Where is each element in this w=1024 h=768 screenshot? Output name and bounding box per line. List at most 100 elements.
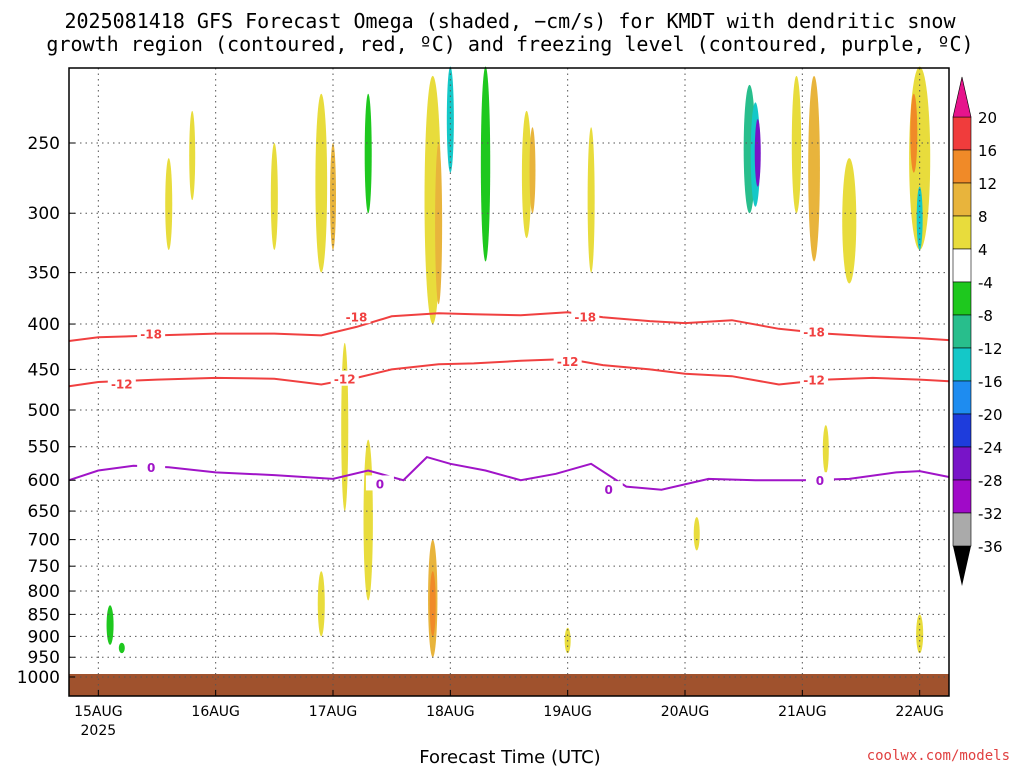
colorbar-label: -4	[978, 274, 993, 292]
x-tick-label: 16AUG	[191, 704, 240, 720]
omega-patch	[521, 110, 532, 239]
omega-patch	[791, 75, 802, 214]
y-tick-label: 450	[28, 360, 60, 380]
omega-patch	[317, 571, 325, 637]
colorbar-swatch	[952, 380, 972, 415]
contour-label: 0	[605, 483, 613, 497]
colorbar-label: -12	[978, 340, 1003, 358]
omega-patch	[330, 143, 336, 250]
colorbar-swatch	[952, 347, 972, 382]
y-tick-label: 650	[28, 502, 60, 522]
colorbar-bottom-arrow	[953, 546, 971, 586]
omega-patch	[364, 93, 372, 214]
contour-label: -12	[557, 355, 579, 369]
x-year-label: 2025	[81, 723, 117, 739]
y-tick-label: 350	[28, 264, 60, 284]
colorbar-label: -20	[978, 406, 1003, 424]
omega-patch	[363, 439, 373, 601]
y-axis-pressure: 2503003504004505005506006507007508008509…	[17, 134, 75, 688]
colorbar-label: 16	[978, 142, 997, 160]
x-tick-label: 18AUG	[426, 704, 475, 720]
omega-patch	[842, 158, 857, 284]
x-tick-label: 15AUG	[74, 704, 123, 720]
contour-label-bg	[594, 481, 623, 497]
colorbar-swatch	[952, 215, 972, 250]
colorbar-label: -16	[978, 373, 1003, 391]
contour-label: -18	[574, 310, 596, 324]
omega-patch	[916, 614, 924, 654]
contour-label: -12	[334, 373, 356, 387]
omega-patch	[693, 516, 700, 551]
y-tick-label: 950	[28, 648, 60, 668]
omega-patch	[341, 342, 349, 512]
x-axis-label: Forecast Time (UTC)	[419, 747, 600, 768]
colorbar-swatch	[952, 512, 972, 547]
colorbar-top-arrow	[952, 76, 972, 118]
contour-label-bg	[137, 459, 166, 475]
x-tick-label: 19AUG	[543, 704, 592, 720]
x-axis-time: 15AUG 16AUG 17AUG 18AUG 19AUG 20AUG 21AUG 22AUG…	[74, 690, 944, 739]
colorbar-label: 20	[978, 109, 997, 127]
y-tick-label: 500	[28, 401, 60, 421]
omega-patch	[910, 93, 918, 173]
contour-label: -18	[803, 326, 825, 340]
colorbar-swatch	[952, 281, 972, 316]
colorbar-label: -24	[978, 439, 1003, 457]
omega-patch	[165, 158, 173, 250]
omega-patch	[429, 571, 436, 637]
omega-patch	[808, 75, 820, 262]
ground-fill	[69, 674, 949, 696]
chart-title-line1: 2025081418 GFS Forecast Omega (shaded, −…	[64, 9, 956, 33]
y-tick-label: 700	[28, 531, 60, 551]
omega-patch	[916, 186, 923, 250]
omega-patch	[435, 143, 443, 305]
omega-patch	[587, 127, 595, 273]
x-tick-label: 22AUG	[895, 704, 944, 720]
omega-patch	[106, 605, 114, 645]
colorbar-label: -28	[978, 472, 1003, 490]
colorbar-swatch	[952, 116, 972, 151]
contour-label-bg	[330, 370, 359, 386]
colorbar-label: -36	[978, 538, 1003, 556]
colorbar-swatch	[952, 248, 972, 283]
colorbar-label: -8	[978, 307, 993, 325]
omega-patch	[480, 66, 491, 262]
contour-label: -12	[803, 374, 825, 388]
contour-label-bg	[553, 352, 582, 368]
contour-label-bg	[342, 308, 371, 324]
contour-label-bg	[800, 323, 829, 339]
colorbar-swatch	[952, 149, 972, 184]
contour-label-bg	[137, 325, 166, 341]
colorbar-label: -32	[978, 505, 1003, 523]
contour-label: -12	[111, 378, 133, 392]
omega-patch	[315, 93, 328, 273]
contour-layer: -18 -18 -18 -18 -12 -12 -12 -12 0 0 0 0	[68, 308, 950, 497]
y-tick-label: 800	[28, 582, 60, 602]
contour-label-bg	[107, 375, 136, 391]
contour-label-bg	[800, 371, 829, 387]
site-credit: coolwx.com/models	[867, 748, 1010, 764]
y-tick-label: 300	[28, 204, 60, 224]
contour-label: 0	[816, 474, 824, 488]
contour-label-bg	[805, 472, 834, 488]
omega-patch	[754, 119, 761, 187]
colorbar-swatch	[952, 413, 972, 448]
y-tick-label: 250	[28, 134, 60, 154]
omega-patch	[446, 66, 454, 173]
omega-shading-layer	[69, 66, 949, 696]
plot-frame	[68, 67, 950, 697]
colorbar-swatch	[952, 479, 972, 514]
contour-label-bg	[365, 475, 394, 491]
contour-label-bg	[571, 308, 600, 324]
colorbar-label: 8	[978, 208, 988, 226]
colorbar-swatch	[952, 314, 972, 349]
y-tick-label: 400	[28, 315, 60, 335]
omega-patch	[189, 110, 196, 201]
contour-label: -18	[346, 310, 368, 324]
contour-label: -18	[140, 328, 162, 342]
chart-title-line2: growth region (contoured, red, ºC) and f…	[46, 32, 973, 56]
y-tick-label: 550	[28, 438, 60, 458]
y-tick-label: 750	[28, 557, 60, 577]
colorbar-swatch	[952, 446, 972, 481]
